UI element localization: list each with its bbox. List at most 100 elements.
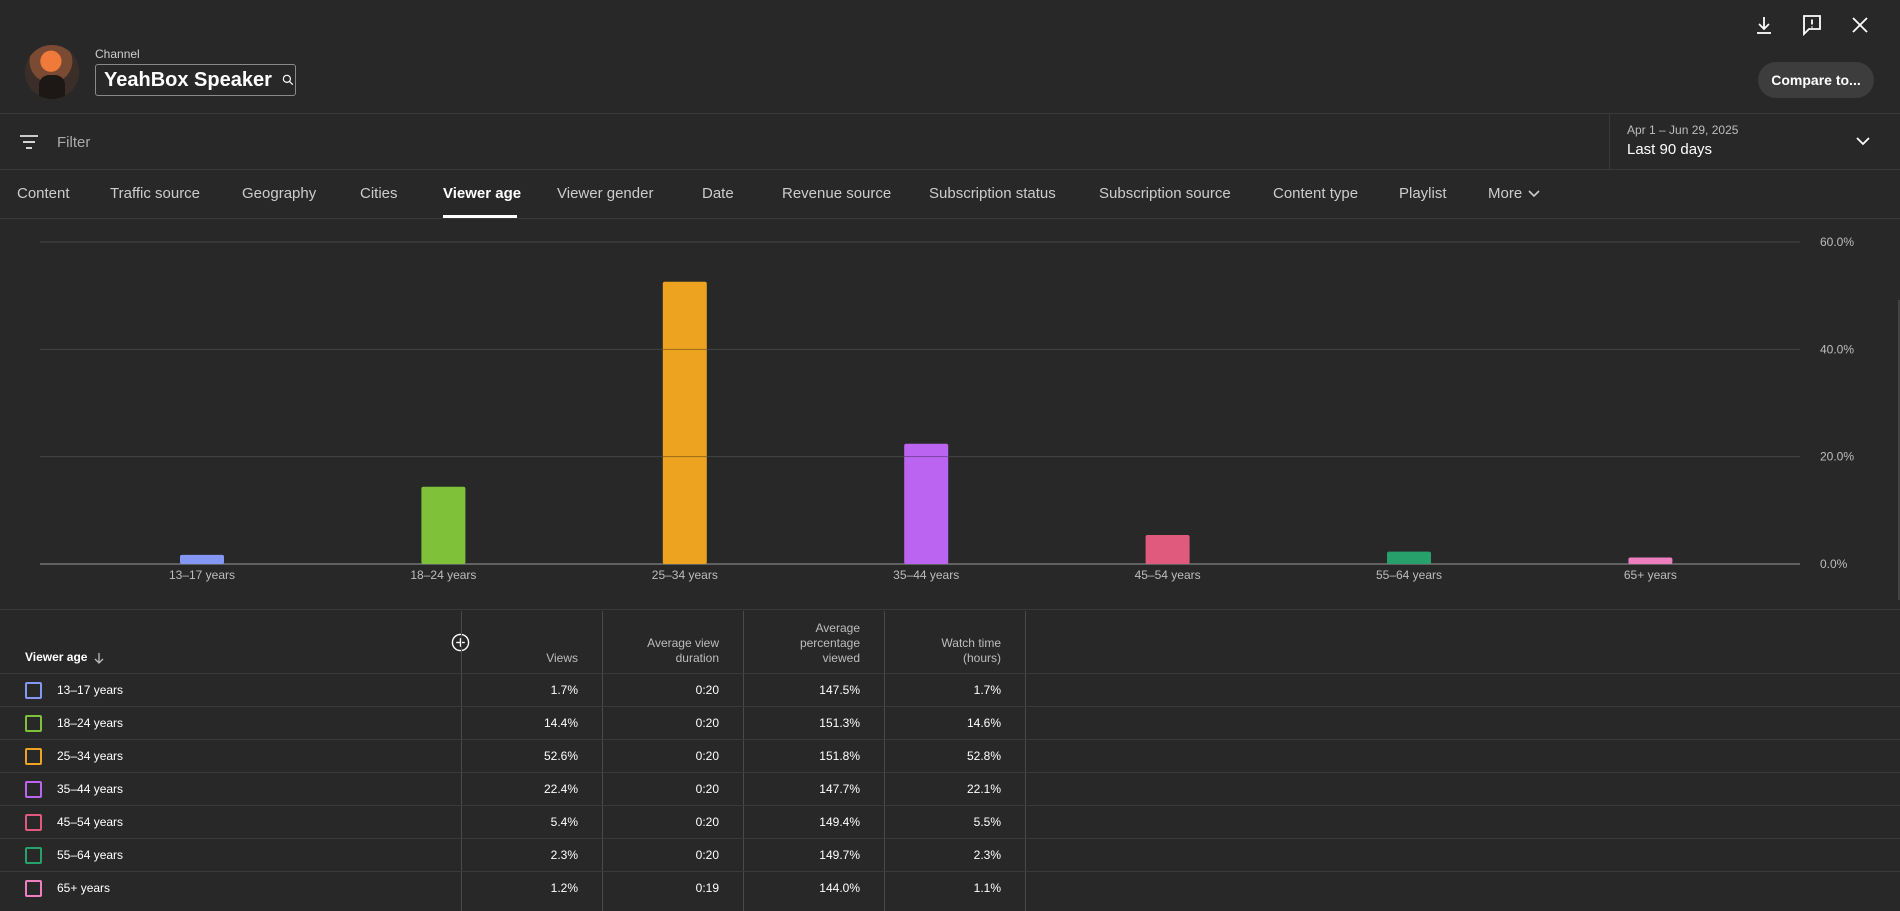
channel-name: YeahBox Speaker — [104, 68, 272, 91]
column-divider — [743, 611, 744, 911]
cell-avd: 0:20 — [695, 749, 719, 763]
table-row[interactable]: 25–34 years 52.6% 0:20 151.8% 52.8% — [0, 739, 1900, 772]
tab-content[interactable]: Content — [17, 185, 70, 202]
row-label: 35–44 years — [57, 782, 124, 796]
close-icon[interactable] — [1848, 13, 1872, 37]
cell-avd: 0:20 — [695, 815, 719, 829]
tab-revenue-source[interactable]: Revenue source — [782, 185, 892, 202]
cell-watch: 2.3% — [973, 848, 1001, 862]
row-label: 65+ years — [57, 881, 111, 895]
channel-selector[interactable]: YeahBox Speaker — [95, 64, 296, 96]
filter-icon[interactable] — [19, 133, 39, 151]
tab-traffic-source[interactable]: Traffic source — [110, 185, 201, 202]
bar[interactable] — [904, 443, 949, 564]
cell-watch: 5.5% — [973, 815, 1001, 829]
feedback-icon[interactable] — [1800, 13, 1824, 37]
tab-subscription-status[interactable]: Subscription status — [929, 185, 1056, 202]
x-tick-label: 25–34 years — [652, 568, 718, 582]
column-divider — [884, 611, 885, 911]
cell-avd: 0:20 — [695, 782, 719, 796]
row-checkbox[interactable] — [25, 814, 42, 831]
arrow-down-icon — [95, 652, 104, 664]
bar[interactable] — [421, 486, 466, 564]
filter-input[interactable]: Filter — [57, 134, 91, 151]
tab-cities[interactable]: Cities — [360, 185, 398, 202]
row-checkbox[interactable] — [25, 781, 42, 798]
cell-avd: 0:20 — [695, 848, 719, 862]
tab-more[interactable]: More — [1488, 185, 1541, 202]
scrollbar[interactable] — [1898, 300, 1900, 600]
tab-geography[interactable]: Geography — [242, 185, 317, 202]
dimension-tabs: Content Traffic source Geography Cities … — [0, 171, 1900, 219]
column-header-views[interactable]: Views — [546, 651, 578, 665]
column-divider — [602, 611, 603, 911]
x-tick-label: 65+ years — [1624, 568, 1677, 582]
y-tick-label: 60.0% — [1820, 235, 1854, 249]
tab-subscription-source[interactable]: Subscription source — [1099, 185, 1231, 202]
y-tick-label: 40.0% — [1820, 342, 1854, 356]
cell-apv: 149.4% — [819, 815, 860, 829]
add-column-icon[interactable] — [451, 633, 470, 652]
cell-views: 14.4% — [543, 716, 578, 730]
cell-views: 22.4% — [543, 782, 578, 796]
row-label: 13–17 years — [57, 683, 124, 697]
row-label: 55–64 years — [57, 848, 124, 862]
cell-watch: 52.8% — [966, 749, 1001, 763]
tab-viewer-gender[interactable]: Viewer gender — [557, 185, 654, 202]
cell-apv: 147.5% — [819, 683, 860, 697]
bar[interactable] — [662, 281, 707, 564]
cell-apv: 147.7% — [819, 782, 860, 796]
tab-viewer-age[interactable]: Viewer age — [443, 185, 522, 202]
header: Channel YeahBox Speaker Compare to... — [0, 0, 1900, 114]
row-checkbox[interactable] — [25, 682, 42, 699]
tab-date[interactable]: Date — [702, 185, 734, 202]
chevron-down-icon — [1528, 190, 1540, 198]
column-header-viewer-age[interactable]: Viewer age — [25, 650, 105, 664]
cell-apv: 151.3% — [819, 716, 860, 730]
column-header-average-percentage-viewed[interactable]: Average percentage viewed — [799, 621, 860, 665]
row-checkbox[interactable] — [25, 748, 42, 765]
x-tick-label: 45–54 years — [1135, 568, 1201, 582]
column-divider — [1025, 611, 1026, 911]
cell-views: 5.4% — [550, 815, 578, 829]
cell-watch: 14.6% — [966, 716, 1001, 730]
cell-views: 2.3% — [550, 848, 578, 862]
column-header-average-view-duration[interactable]: Average view duration — [647, 636, 719, 665]
tab-content-type[interactable]: Content type — [1273, 185, 1359, 202]
bar[interactable] — [180, 554, 224, 564]
cell-apv: 151.8% — [819, 749, 860, 763]
cell-avd: 0:20 — [695, 716, 719, 730]
row-checkbox[interactable] — [25, 880, 42, 897]
table-row[interactable]: 13–17 years 1.7% 0:20 147.5% 1.7% — [0, 673, 1900, 706]
row-checkbox[interactable] — [25, 715, 42, 732]
column-header-viewer-age-label: Viewer age — [25, 650, 88, 664]
chart-area: 0.0% 20.0% 40.0% 60.0% 13–17 years 18–24 year… — [0, 220, 1900, 610]
active-tab-indicator — [443, 215, 517, 218]
column-header-watch-time[interactable]: Watch time (hours) — [941, 636, 1001, 665]
tab-more-label: More — [1488, 185, 1523, 202]
bar[interactable] — [1628, 557, 1673, 564]
date-range-picker[interactable]: Apr 1 – Jun 29, 2025 Last 90 days — [1609, 114, 1900, 170]
cell-watch: 1.7% — [973, 683, 1001, 697]
filter-bar: Filter Apr 1 – Jun 29, 2025 Last 90 days — [0, 114, 1900, 170]
download-icon[interactable] — [1752, 13, 1776, 37]
table-row[interactable]: 45–54 years 5.4% 0:20 149.4% 5.5% — [0, 805, 1900, 838]
compare-to-button[interactable]: Compare to... — [1758, 62, 1874, 98]
y-tick-label: 20.0% — [1820, 450, 1854, 464]
table-row[interactable]: 55–64 years 2.3% 0:20 149.7% 2.3% — [0, 838, 1900, 871]
channel-caption: Channel — [95, 47, 140, 61]
bar[interactable] — [1145, 535, 1190, 564]
bar[interactable] — [1387, 551, 1431, 564]
table-row[interactable]: 65+ years 1.2% 0:19 144.0% 1.1% — [0, 871, 1900, 904]
cell-watch: 22.1% — [966, 782, 1001, 796]
x-tick-label: 35–44 years — [893, 568, 959, 582]
table-row[interactable]: 18–24 years 14.4% 0:20 151.3% 14.6% — [0, 706, 1900, 739]
chevron-down-icon — [1856, 137, 1870, 146]
date-period-text: Last 90 days — [1627, 141, 1713, 158]
row-label: 25–34 years — [57, 749, 124, 763]
channel-avatar — [25, 45, 79, 99]
tab-playlist[interactable]: Playlist — [1399, 185, 1447, 202]
table-row[interactable]: 35–44 years 22.4% 0:20 147.7% 22.1% — [0, 772, 1900, 805]
row-checkbox[interactable] — [25, 847, 42, 864]
